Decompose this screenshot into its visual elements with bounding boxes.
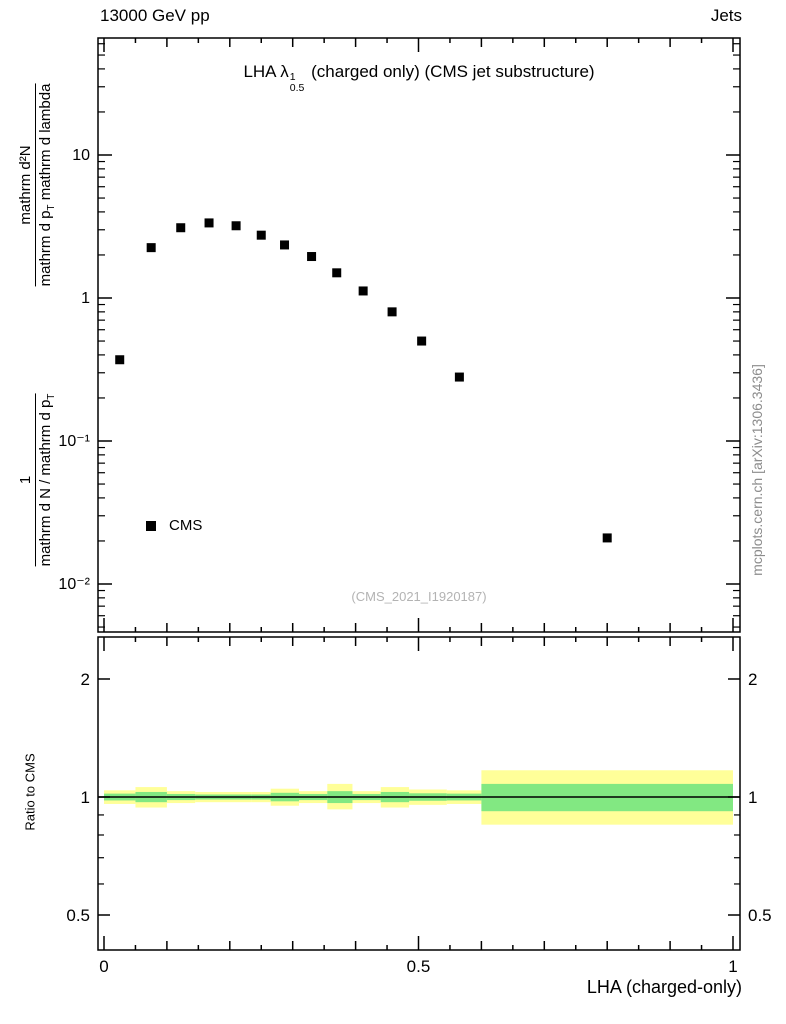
y-axis-upper-den-main: mathrm d p [37, 210, 54, 287]
data-point [280, 240, 290, 250]
data-point [417, 336, 427, 346]
y-axis-lower-denominator: mathrm d N / mathrm d pT [36, 394, 57, 567]
data-point [231, 221, 241, 231]
plot-title-post: (charged only) (CMS jet substructure) [306, 62, 595, 81]
x-axis-title: LHA (charged-only) [586, 977, 742, 997]
y-axis-upper-denominator: mathrm d pT mathrm d lambda [36, 84, 57, 287]
data-point [602, 533, 612, 543]
y-tick-label: 1 [81, 290, 90, 307]
x-tick-label: 1 [728, 957, 737, 976]
x-tick-label: 0 [99, 957, 108, 976]
data-point [176, 223, 186, 233]
lambda-subscript: 0.5 [289, 82, 305, 95]
y-tick-label: 10⁻¹ [58, 433, 90, 450]
data-point [256, 230, 266, 240]
plot-title: LHA λ 1 0.5 (charged only) (CMS jet substr… [98, 62, 740, 94]
x-tick-label: 0.5 [407, 957, 431, 976]
plot-title-pre: LHA λ [243, 62, 289, 81]
legend: CMS [146, 517, 202, 534]
data-point [204, 218, 214, 228]
ratio-y-tick-label-left: 1 [81, 788, 90, 807]
legend-label: CMS [169, 517, 203, 534]
y-tick-label: 10⁻² [58, 576, 90, 593]
mcplots-arxiv-watermark: mcplots.cern.ch [arXiv:1306.3436] [749, 364, 765, 576]
data-point [358, 286, 368, 296]
legend-marker-square-icon [146, 520, 156, 531]
ratio-y-tick-label-left: 0.5 [66, 906, 90, 925]
y-axis-lower-den-main: mathrm d N / mathrm d p [37, 399, 54, 567]
ratio-y-tick-label-left: 2 [81, 670, 90, 689]
ratio-y-tick-label-right: 1 [748, 788, 757, 807]
data-point [454, 372, 464, 382]
lambda-superscript: 1 [289, 71, 296, 83]
ratio-y-tick-label-right: 0.5 [748, 906, 772, 925]
data-point [146, 243, 156, 253]
ratio-axis-title: Ratio to CMS [22, 753, 38, 831]
main-panel-frame [97, 37, 741, 633]
data-point [387, 307, 397, 317]
y-axis-upper-den-tail: mathrm d lambda [37, 83, 54, 205]
data-point [307, 252, 317, 262]
y-axis-title-upper-fraction: mathrm d²N mathrm d pT mathrm d lambda [17, 83, 57, 287]
y-axis-upper-numerator: mathrm d²N [17, 83, 36, 287]
collision-energy-label: 13000 GeV pp [100, 6, 210, 25]
y-tick-label: 10 [72, 147, 90, 164]
ratio-y-tick-label-right: 2 [748, 670, 757, 689]
data-point [115, 355, 125, 365]
data-point [332, 268, 342, 278]
y-axis-lower-den-sub: T [46, 393, 57, 400]
analysis-id-watermark: (CMS_2021_I1920187) [351, 589, 487, 604]
lambda-exponent-stack: 1 0.5 [289, 71, 305, 95]
y-axis-title-lower-fraction: 1 mathrm d N / mathrm d pT [17, 393, 57, 567]
y-axis-upper-den-sub: T [46, 204, 57, 211]
y-axis-lower-numerator: 1 [17, 393, 36, 567]
analysis-object-label: Jets [710, 6, 742, 25]
